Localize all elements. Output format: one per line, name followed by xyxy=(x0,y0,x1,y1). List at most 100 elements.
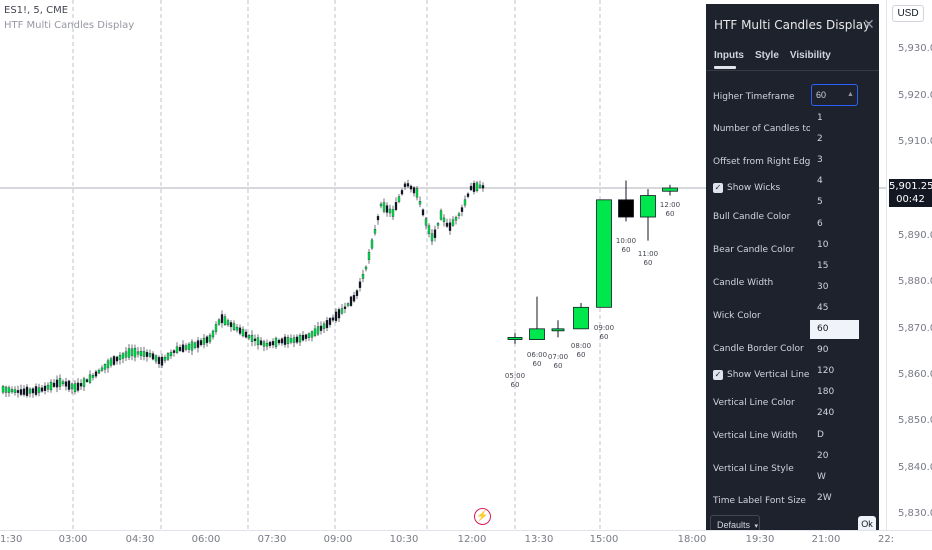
htf-candle xyxy=(551,328,565,332)
setting-offset: Offset from Right Edge xyxy=(713,157,816,167)
ltf-candle xyxy=(421,209,425,216)
ltf-candle xyxy=(436,223,440,226)
ltf-candle xyxy=(172,350,176,353)
ltf-candle xyxy=(295,336,299,343)
ltf-candle xyxy=(370,239,374,249)
timeframe-select[interactable]: 60 ▲ xyxy=(811,84,858,106)
chevron-up-icon[interactable]: ▲ xyxy=(847,91,854,98)
dropdown-option[interactable]: 45 xyxy=(817,302,829,313)
dropdown-option[interactable]: 30 xyxy=(817,281,829,292)
dropdown-option[interactable]: 240 xyxy=(817,408,835,419)
ltf-candle xyxy=(55,379,59,388)
active-tab-indicator xyxy=(714,66,736,69)
dropdown-option[interactable]: 1 xyxy=(817,113,823,123)
time-axis[interactable] xyxy=(0,530,932,550)
ltf-candle xyxy=(22,388,26,395)
dropdown-option[interactable]: 2 xyxy=(817,134,823,145)
ltf-candle xyxy=(25,386,29,396)
ltf-candle xyxy=(115,356,119,362)
setting-number-of-candles: Number of Candles to Display xyxy=(713,124,848,134)
ok-button[interactable]: Ok xyxy=(858,516,876,530)
htf-time-label: 06:00 xyxy=(527,351,547,359)
show-vertical-lines-checkbox[interactable]: ✓ xyxy=(713,370,723,380)
dropdown-option[interactable]: 20 xyxy=(817,450,829,461)
dropdown-option[interactable]: D xyxy=(817,429,824,440)
price-axis[interactable] xyxy=(886,0,932,530)
ltf-candle xyxy=(88,374,92,383)
show-wicks-checkbox[interactable]: ✓ xyxy=(713,183,723,193)
price-tick-label: 5,850.00 xyxy=(898,415,932,426)
setting-vline-color: Vertical Line Color xyxy=(713,398,795,408)
ltf-candle xyxy=(112,356,116,365)
ltf-candle xyxy=(214,324,218,332)
time-tick-label: 04:30 xyxy=(125,534,155,545)
chart-canvas[interactable]: 05:006006:006007:006008:006009:006010:00… xyxy=(0,0,886,530)
dropdown-option[interactable]: 60 xyxy=(810,320,859,339)
ltf-candle xyxy=(235,326,239,331)
dropdown-option[interactable]: 10 xyxy=(817,239,829,250)
ltf-candle xyxy=(10,389,14,393)
ltf-candle xyxy=(4,386,8,393)
htf-time-label: 09:00 xyxy=(594,324,614,332)
htf-tf-label: 60 xyxy=(511,381,520,389)
ltf-candle xyxy=(85,379,89,382)
chart-area[interactable]: 05:00 60 06:00 60 07:00 60 08:00 60 09:00 60 10:00… xyxy=(0,0,886,530)
dropdown-option[interactable]: 90 xyxy=(817,345,829,356)
dropdown-option[interactable]: 3 xyxy=(817,155,823,166)
timeframe-dropdown[interactable]: 123456101530456090120180240D20W2WM xyxy=(810,109,859,530)
ltf-candle xyxy=(241,329,245,337)
ltf-candle xyxy=(217,319,221,325)
ltf-candle xyxy=(298,335,302,343)
ltf-candle xyxy=(409,185,413,190)
currency-button[interactable]: USD xyxy=(892,5,924,22)
price-tick-label: 5,840.00 xyxy=(898,462,932,473)
dropdown-option[interactable]: 4 xyxy=(817,176,823,187)
ltf-candle xyxy=(463,199,467,206)
show-wicks-label: Show Wicks xyxy=(727,183,781,193)
show-wicks-row[interactable]: ✓ Show Wicks xyxy=(713,183,780,193)
ltf-candle xyxy=(268,341,272,346)
ltf-candle xyxy=(106,360,110,369)
dropdown-option[interactable]: 15 xyxy=(817,260,829,271)
ltf-candle xyxy=(67,380,71,390)
bar-countdown: 00:42 xyxy=(896,194,925,205)
symbol-title[interactable]: ES1!, 5, CME xyxy=(4,5,69,16)
ltf-candle xyxy=(100,367,104,371)
show-vertical-lines-row[interactable]: ✓ Show Vertical Lines xyxy=(713,370,814,380)
tab-visibility[interactable]: Visibility xyxy=(789,50,831,61)
ltf-candle xyxy=(169,351,173,357)
dropdown-option[interactable]: 180 xyxy=(817,387,835,398)
ltf-candle xyxy=(226,320,230,326)
ltf-candle xyxy=(184,345,188,350)
setting-candle-width: Candle Width xyxy=(713,278,774,288)
ltf-candle xyxy=(238,327,242,334)
dropdown-option[interactable]: 120 xyxy=(817,366,835,377)
ltf-candle xyxy=(193,342,197,348)
dropdown-option[interactable]: 5 xyxy=(817,197,823,208)
time-tick-label: 09:00 xyxy=(323,534,353,545)
ltf-candle xyxy=(388,208,392,214)
ltf-candle xyxy=(166,353,170,360)
ltf-candle xyxy=(190,341,194,351)
ltf-candle xyxy=(394,202,398,210)
tab-inputs[interactable]: Inputs xyxy=(714,50,744,61)
ltf-candle xyxy=(277,339,281,344)
ltf-candle xyxy=(415,188,419,198)
htf-tf-label: 60 xyxy=(622,246,631,254)
dropdown-option[interactable]: 6 xyxy=(817,218,823,229)
ltf-candle xyxy=(175,346,179,353)
tab-style[interactable]: Style xyxy=(755,50,779,61)
indicator-title[interactable]: HTF Multi Candles Display xyxy=(4,20,135,31)
close-icon[interactable]: ✕ xyxy=(863,16,875,32)
defaults-button[interactable]: Defaults ▾ xyxy=(710,515,760,530)
ltf-candle xyxy=(163,357,167,361)
lightning-icon[interactable]: ⚡ xyxy=(474,508,491,525)
chevron-down-icon: ▾ xyxy=(754,523,759,530)
htf-candle xyxy=(529,328,545,340)
ltf-candle xyxy=(418,201,422,205)
tabs-divider xyxy=(706,70,879,71)
dropdown-option[interactable]: 2W xyxy=(817,492,832,503)
dropdown-option[interactable]: W xyxy=(817,471,826,482)
ltf-candle xyxy=(127,348,131,358)
ltf-candle xyxy=(34,386,38,395)
